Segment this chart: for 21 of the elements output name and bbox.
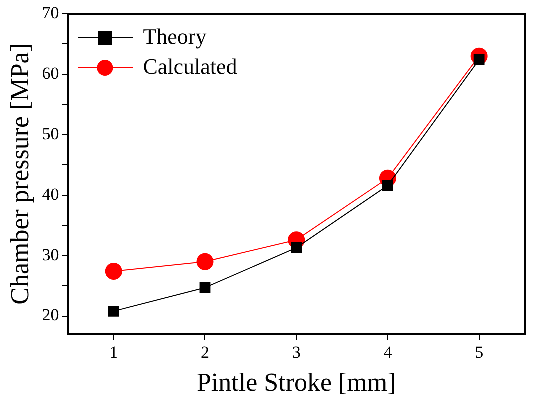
point <box>291 242 302 254</box>
legend-label: Theory <box>143 24 207 49</box>
y-tick-label: 20 <box>42 306 60 325</box>
x-tick-label: 5 <box>475 343 484 362</box>
x-tick-label: 1 <box>110 343 118 362</box>
point <box>200 282 211 294</box>
legend-label: Calculated <box>143 54 238 79</box>
y-tick-label: 50 <box>42 124 60 144</box>
point <box>108 306 120 317</box>
point <box>105 263 122 280</box>
y-tick-label: 40 <box>42 184 60 204</box>
x-axis-title: Pintle Stroke [mm] <box>196 368 396 398</box>
point <box>382 180 394 192</box>
point <box>196 253 214 270</box>
x-tick-label: 3 <box>292 343 301 362</box>
x-tick-label: 4 <box>384 343 393 362</box>
y-tick-label: 60 <box>42 64 60 83</box>
y-tick-label: 30 <box>42 245 60 264</box>
y-axis-title: Chamber pressure [MPa] <box>5 44 34 305</box>
y-tick-label: 70 <box>42 3 60 22</box>
x-tick-label: 2 <box>200 343 210 362</box>
